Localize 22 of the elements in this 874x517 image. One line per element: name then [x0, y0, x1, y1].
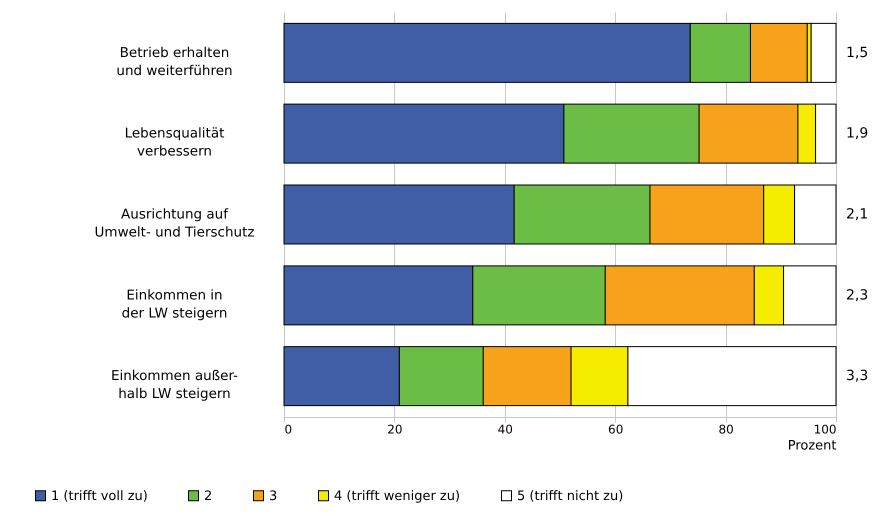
x-tick-label: 20 [387, 422, 403, 436]
y-tick-label: Lebensqualität verbessern [124, 126, 224, 160]
legend-label: 1 (trifft voll zu) [51, 488, 148, 504]
legend-label: 2 [204, 488, 212, 504]
text: 3,3 [846, 368, 868, 384]
text: 2,3 [846, 287, 868, 304]
text: 2,1 [846, 206, 868, 222]
text: 1,5 [846, 44, 868, 61]
y-tick-label: Einkommen in der LW steigern [122, 287, 228, 322]
y-tick-label: Einkommen außer- halb LW steigern [110, 368, 238, 402]
text: 1,9 [846, 126, 868, 142]
y-tick-label: Ausrichtung auf Umwelt- und Tierschutz [94, 206, 254, 240]
x-tick-label: 60 [608, 422, 624, 436]
x-tick-label: 0 [284, 422, 292, 436]
x-axis-title: Prozent [788, 438, 836, 454]
x-tick-label: 80 [718, 422, 734, 436]
legend-label: 4 (trifft weniger zu) [334, 488, 460, 504]
x-tick-label: 40 [498, 422, 513, 436]
y-tick-label: Betrieb erhalten und weiterführen [116, 44, 233, 79]
x-tick-label: 100 [814, 422, 836, 436]
legend-label: 3 [269, 488, 278, 504]
legend-label: 5 (trifft nicht zu) [517, 488, 624, 504]
